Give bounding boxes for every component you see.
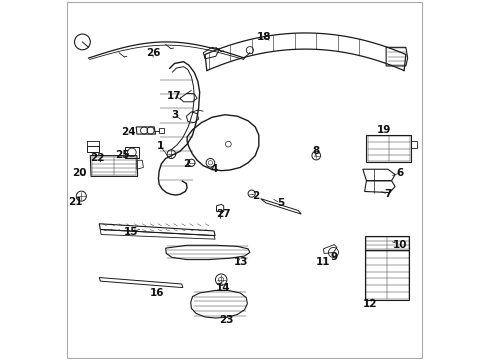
Text: 23: 23 xyxy=(219,315,233,325)
Text: 17: 17 xyxy=(167,91,182,101)
Text: 5: 5 xyxy=(276,198,284,208)
Text: 21: 21 xyxy=(68,197,82,207)
Text: 10: 10 xyxy=(392,239,407,249)
Text: 16: 16 xyxy=(149,288,163,298)
Text: 4: 4 xyxy=(210,164,217,174)
Text: 25: 25 xyxy=(115,150,129,160)
Text: 8: 8 xyxy=(312,146,319,156)
Text: 14: 14 xyxy=(215,283,230,293)
Text: 20: 20 xyxy=(72,168,86,178)
Text: 18: 18 xyxy=(257,32,271,41)
Text: 3: 3 xyxy=(171,111,178,121)
Text: 7: 7 xyxy=(384,189,391,199)
Text: 11: 11 xyxy=(316,257,330,267)
Text: 15: 15 xyxy=(124,227,139,237)
Text: 1: 1 xyxy=(156,141,163,151)
Text: 19: 19 xyxy=(376,125,391,135)
Text: 24: 24 xyxy=(121,127,135,136)
Text: 12: 12 xyxy=(362,299,377,309)
Text: 22: 22 xyxy=(90,153,104,163)
Text: 9: 9 xyxy=(330,252,337,262)
Text: 13: 13 xyxy=(233,257,247,267)
Text: 27: 27 xyxy=(215,209,230,219)
Text: 26: 26 xyxy=(145,48,160,58)
Text: 6: 6 xyxy=(396,168,403,178)
Text: 2: 2 xyxy=(183,159,190,169)
Text: 2: 2 xyxy=(251,191,258,201)
